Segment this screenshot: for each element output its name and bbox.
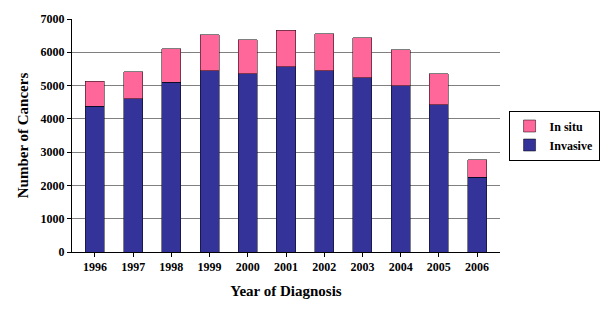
svg-text:5000: 5000	[41, 79, 65, 93]
svg-text:1998: 1998	[159, 260, 183, 274]
svg-text:1999: 1999	[198, 260, 222, 274]
svg-text:1000: 1000	[41, 212, 65, 226]
svg-text:In situ: In situ	[550, 120, 583, 134]
svg-text:1997: 1997	[121, 260, 145, 274]
svg-text:2005: 2005	[427, 260, 451, 274]
svg-text:2001: 2001	[274, 260, 298, 274]
svg-text:7000: 7000	[41, 12, 65, 26]
svg-text:1996: 1996	[83, 260, 107, 274]
svg-text:Year of Diagnosis: Year of Diagnosis	[230, 283, 342, 299]
svg-text:2000: 2000	[236, 260, 260, 274]
svg-text:2003: 2003	[350, 260, 374, 274]
svg-text:2004: 2004	[389, 260, 413, 274]
svg-text:Number of Cancers: Number of Cancers	[15, 73, 31, 199]
svg-text:2006: 2006	[465, 260, 489, 274]
svg-text:4000: 4000	[41, 112, 65, 126]
svg-text:2000: 2000	[41, 179, 65, 193]
svg-text:3000: 3000	[41, 145, 65, 159]
svg-text:Invasive: Invasive	[550, 139, 593, 153]
svg-text:6000: 6000	[41, 45, 65, 59]
svg-text:2002: 2002	[312, 260, 336, 274]
svg-text:0: 0	[59, 245, 65, 259]
